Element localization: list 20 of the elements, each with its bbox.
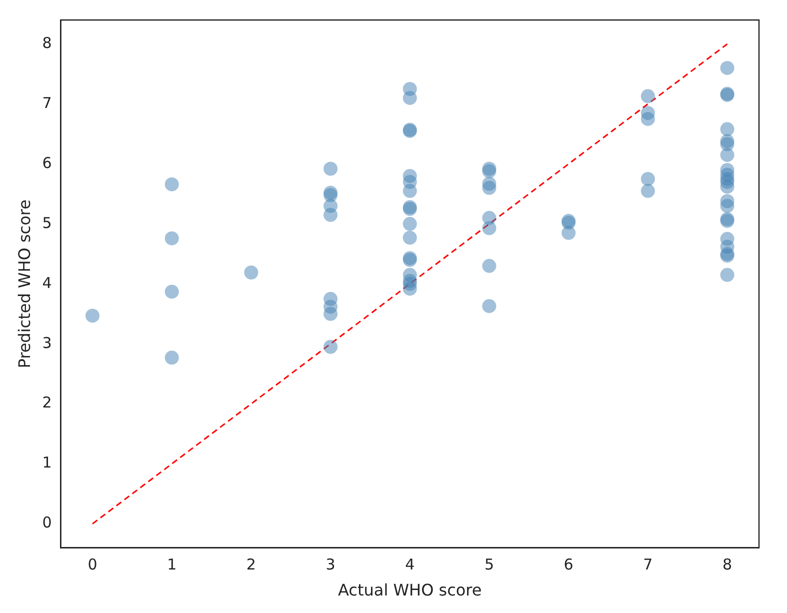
y-tick-label: 7 — [42, 94, 52, 112]
x-tick-label: 3 — [326, 556, 336, 574]
y-axis-title: Predicted WHO score — [14, 200, 34, 368]
x-tick-label: 7 — [643, 556, 653, 574]
x-tick-label: 5 — [484, 556, 494, 574]
x-tick-label: 8 — [722, 556, 732, 574]
x-tick-label: 1 — [167, 556, 177, 574]
y-tick-label: 1 — [42, 454, 52, 472]
x-tick-label: 6 — [564, 556, 574, 574]
x-axis-title: Actual WHO score — [338, 580, 482, 600]
x-tick-label: 2 — [246, 556, 256, 574]
x-tick-label: 0 — [88, 556, 98, 574]
y-tick-label: 5 — [42, 214, 52, 232]
x-tick-label: 4 — [405, 556, 415, 574]
y-tick-label: 8 — [42, 34, 52, 52]
y-tick-label: 2 — [42, 394, 52, 412]
y-tick-label: 3 — [42, 334, 52, 352]
y-tick-label: 4 — [42, 274, 52, 292]
y-tick-label: 0 — [42, 514, 52, 532]
y-tick-label: 6 — [42, 154, 52, 172]
